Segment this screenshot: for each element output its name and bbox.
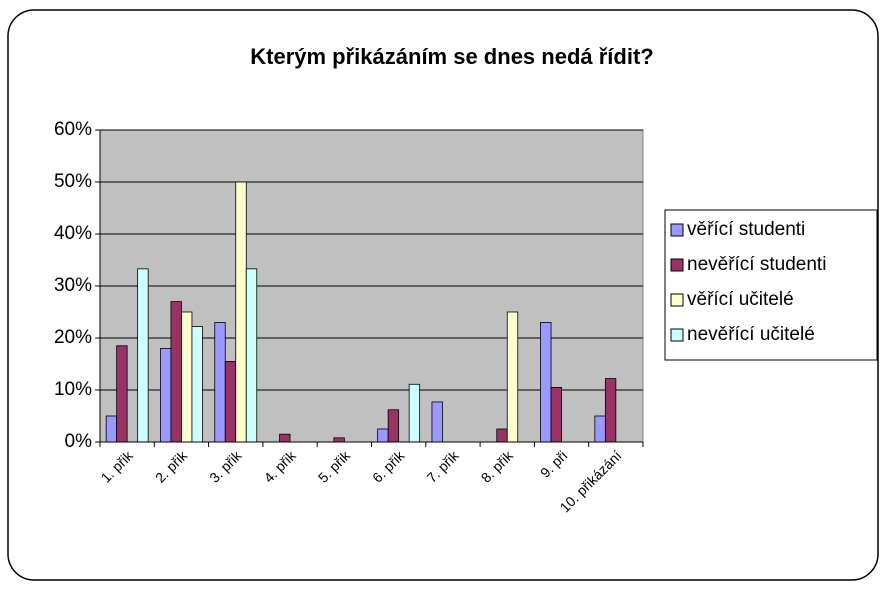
legend-swatch [670, 258, 684, 272]
y-tick-label: 40% [54, 223, 92, 244]
bar [540, 321, 552, 443]
y-tick-label: 60% [54, 119, 92, 140]
y-tick-label: 20% [54, 327, 92, 348]
bar [377, 428, 389, 443]
legend-swatch [670, 328, 684, 342]
bar [604, 378, 617, 443]
bar [116, 345, 128, 443]
chart-title: Kterým přikázáním se dnes nedá řídit? [250, 44, 653, 69]
legend-swatch [670, 223, 684, 237]
bar [496, 428, 508, 443]
bar [387, 409, 400, 443]
bar [279, 433, 291, 443]
y-tick-label: 50% [54, 171, 92, 192]
bar [105, 415, 118, 443]
bar [431, 401, 443, 443]
bar [160, 347, 172, 443]
bar [594, 415, 606, 443]
bar [181, 311, 193, 443]
y-tick-label: 0% [65, 431, 93, 452]
y-tick-label: 30% [54, 275, 92, 296]
legend-label: nevěřící studenti [687, 254, 826, 275]
bar [333, 437, 345, 443]
bar [506, 311, 519, 443]
bar [235, 181, 247, 443]
legend-label: věřící studenti [687, 219, 805, 240]
bar [170, 301, 182, 443]
bar [550, 386, 562, 443]
bar [137, 268, 149, 443]
legend-label: nevěřící učitelé [687, 324, 815, 345]
legend-label: věřící učitelé [687, 289, 794, 310]
legend-swatch [670, 293, 684, 307]
legend-box [664, 209, 878, 361]
bar [245, 268, 258, 443]
bar [214, 321, 226, 443]
bar [224, 360, 237, 443]
y-tick-label: 10% [54, 379, 92, 400]
bar [408, 383, 421, 443]
bar [191, 326, 203, 443]
